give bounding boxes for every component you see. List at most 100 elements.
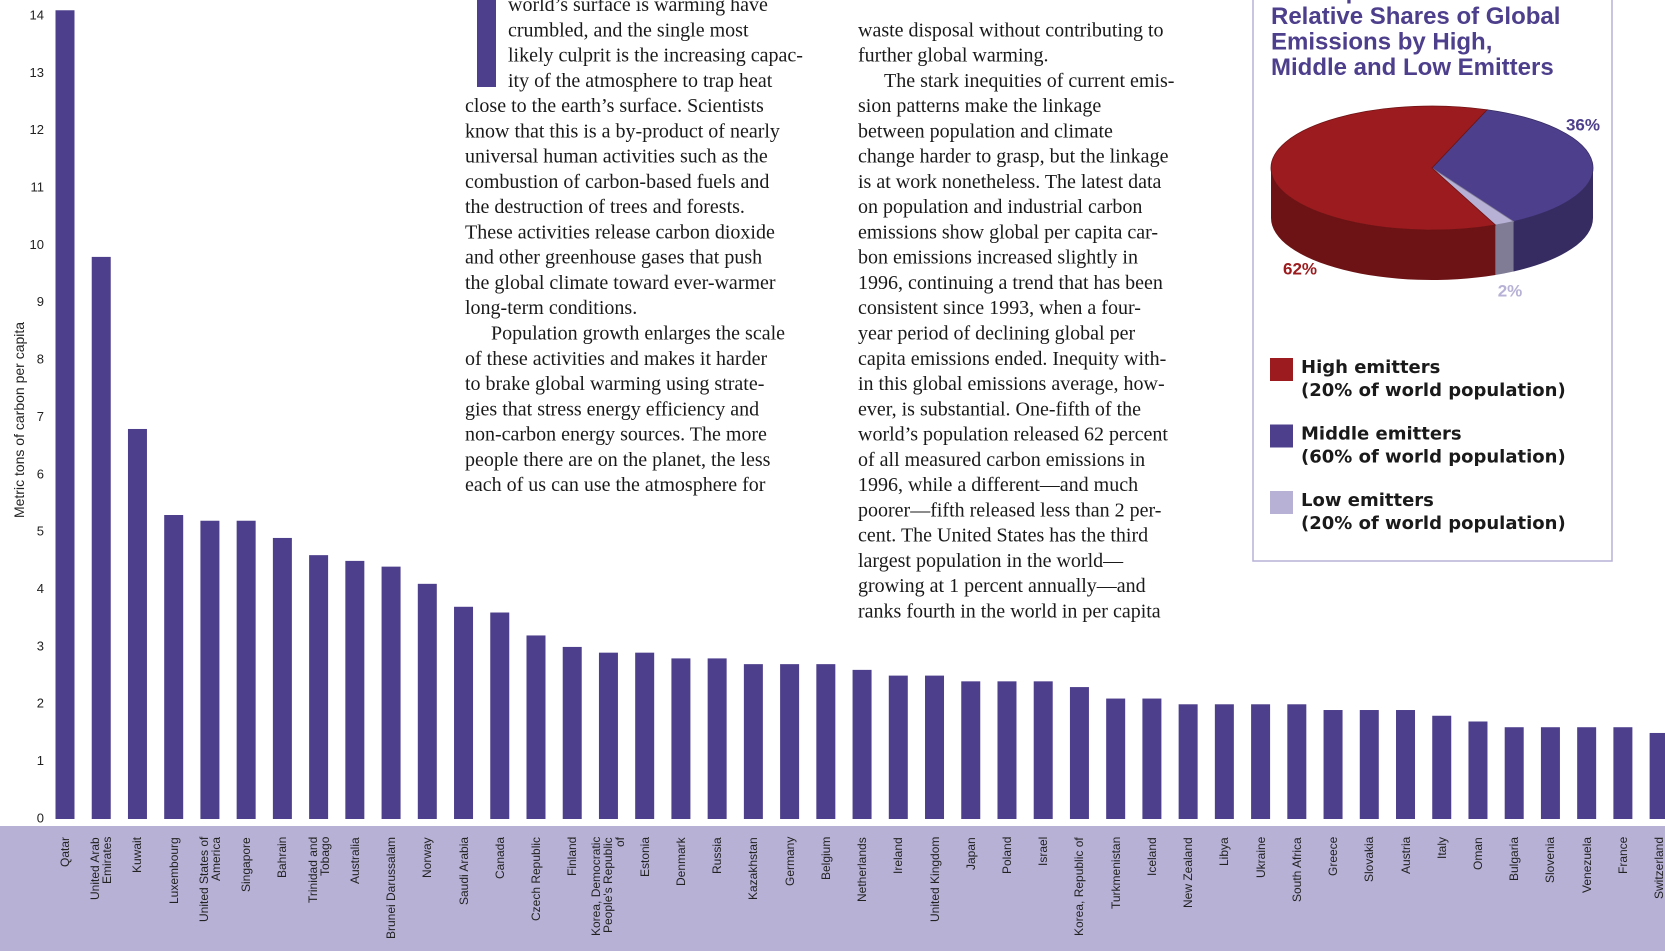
legend-label: (20% of world population) <box>1301 380 1566 401</box>
body-line: sion patterns make the linkage <box>858 95 1101 117</box>
bar <box>1251 704 1271 819</box>
bar <box>200 520 220 819</box>
body-line: world’s surface is warming have <box>508 0 768 16</box>
bar <box>1178 704 1198 819</box>
bar <box>1033 681 1053 819</box>
x-tick-label: Korea, Democratic People's Republic of <box>589 837 628 937</box>
y-tick-label: 8 <box>37 352 44 367</box>
x-tick-label: Germany <box>782 837 797 887</box>
x-tick-label: Czech Republic <box>528 837 543 922</box>
bar <box>961 681 981 819</box>
body-line: gies that stress energy efficiency and <box>465 398 759 420</box>
y-tick-label: 5 <box>37 524 44 539</box>
body-line: capita emissions ended. Inequity with- <box>858 348 1166 370</box>
body-line: between population and climate <box>858 120 1113 142</box>
bar <box>490 612 510 819</box>
body-line: of all measured carbon emissions in <box>858 449 1145 471</box>
legend-label: Middle emitters <box>1301 424 1462 445</box>
x-tick-label: New Zealand <box>1181 837 1196 908</box>
body-line: combustion of carbon-based fuels and <box>465 171 769 193</box>
x-tick-label: Belgium <box>818 837 833 881</box>
x-tick-label: Slovakia <box>1362 837 1377 883</box>
bar <box>454 606 474 819</box>
y-axis-title: Metric tons of carbon per capita <box>11 322 27 518</box>
legend-label: (60% of world population) <box>1301 447 1566 468</box>
pie-label: 62% <box>1283 259 1317 278</box>
inset-title: Middle and Low Emitters <box>1271 54 1554 81</box>
inset-title: Relative Shares of Global <box>1271 3 1560 30</box>
bar <box>1540 727 1560 819</box>
x-tick-label: Russia <box>710 837 725 874</box>
x-tick-label: Qatar <box>58 837 72 868</box>
body-line: to brake global warming using strate- <box>465 373 764 395</box>
y-tick-label: 4 <box>37 581 44 596</box>
bar <box>888 675 908 819</box>
bar <box>417 583 437 819</box>
bar <box>925 675 945 819</box>
body-line: growing at 1 percent annually—and <box>858 575 1146 597</box>
body-line: These activities release carbon dioxide <box>465 221 775 243</box>
bar <box>1287 704 1307 819</box>
x-tick-label: Saudi Arabia <box>456 837 471 906</box>
body-line: 1996, continuing a trend that has been <box>858 272 1163 294</box>
x-tick-label: Norway <box>420 837 435 878</box>
x-tick-label: Singapore <box>239 837 254 892</box>
body-line: The stark inequities of current emis- <box>884 70 1174 92</box>
pie-slice <box>1270 105 1497 231</box>
body-line: and other greenhouse gases that push <box>465 247 762 269</box>
body-line: change harder to grasp, but the linkage <box>858 146 1169 168</box>
y-tick-label: 10 <box>30 237 44 252</box>
x-tick-label: Bulgaria <box>1507 837 1522 882</box>
body-line: 1996, while a different—and much <box>858 474 1138 496</box>
y-tick-label: 0 <box>37 810 44 825</box>
inset-title: Atmospheric Overload: <box>1271 0 1536 4</box>
bar <box>272 537 292 819</box>
bar <box>1323 710 1343 819</box>
bar <box>1214 704 1234 819</box>
x-tick-label: Greece <box>1326 837 1341 877</box>
body-line: further global warming. <box>858 45 1049 67</box>
body-line: ever, is substantial. One-fifth of the <box>858 398 1141 420</box>
y-tick-label: 2 <box>37 696 44 711</box>
pie-side <box>1513 168 1593 272</box>
bar <box>1468 721 1488 819</box>
bar <box>1432 715 1452 819</box>
legend-swatch <box>1270 424 1293 448</box>
body-line: crumbled, and the single most <box>508 19 749 41</box>
body-line: people there are on the planet, the less <box>465 449 771 471</box>
bar <box>1504 727 1524 819</box>
pie-label: 36% <box>1566 115 1600 134</box>
x-tick-label: Austria <box>1398 837 1413 875</box>
y-tick-label: 6 <box>37 466 44 481</box>
category-band <box>0 826 1665 951</box>
x-tick-label: France <box>1615 837 1630 875</box>
x-tick-label: Turkmenistan <box>1108 837 1123 910</box>
legend-label: Low emitters <box>1301 490 1434 511</box>
inset-title: Emissions by High, <box>1271 28 1492 55</box>
x-tick-label: Venezuela <box>1579 837 1594 894</box>
bar <box>164 515 184 819</box>
y-tick-label: 3 <box>37 638 44 653</box>
pie-slice <box>1431 109 1594 222</box>
x-tick-label: Korea, Republic of <box>1072 837 1087 936</box>
body-line: ity of the atmosphere to trap heat <box>508 70 773 92</box>
y-tick-label: 11 <box>31 180 45 195</box>
y-tick-label: 12 <box>30 122 44 137</box>
body-line: the destruction of trees and forests. <box>465 196 745 218</box>
x-tick-label: United Arab Emirates <box>88 837 115 900</box>
body-line: waste disposal without contributing to <box>858 19 1164 41</box>
body-line: poorer—fifth released less than 2 per- <box>858 499 1161 521</box>
body-line: consistent since 1993, when a four- <box>858 297 1141 319</box>
x-tick-label: Israel <box>1036 837 1051 867</box>
y-tick-label: 14 <box>30 7 44 22</box>
bar <box>1142 698 1162 819</box>
x-tick-label: Ireland <box>891 837 906 874</box>
x-tick-label: Denmark <box>673 837 688 886</box>
legend-swatch <box>1270 491 1293 514</box>
body-line: non-carbon energy sources. The more <box>465 424 767 446</box>
bar <box>816 664 836 819</box>
bar <box>852 669 872 819</box>
x-tick-label: United States of America <box>196 837 223 923</box>
x-tick-label: Libya <box>1217 837 1232 866</box>
y-tick-label: 9 <box>37 294 44 309</box>
